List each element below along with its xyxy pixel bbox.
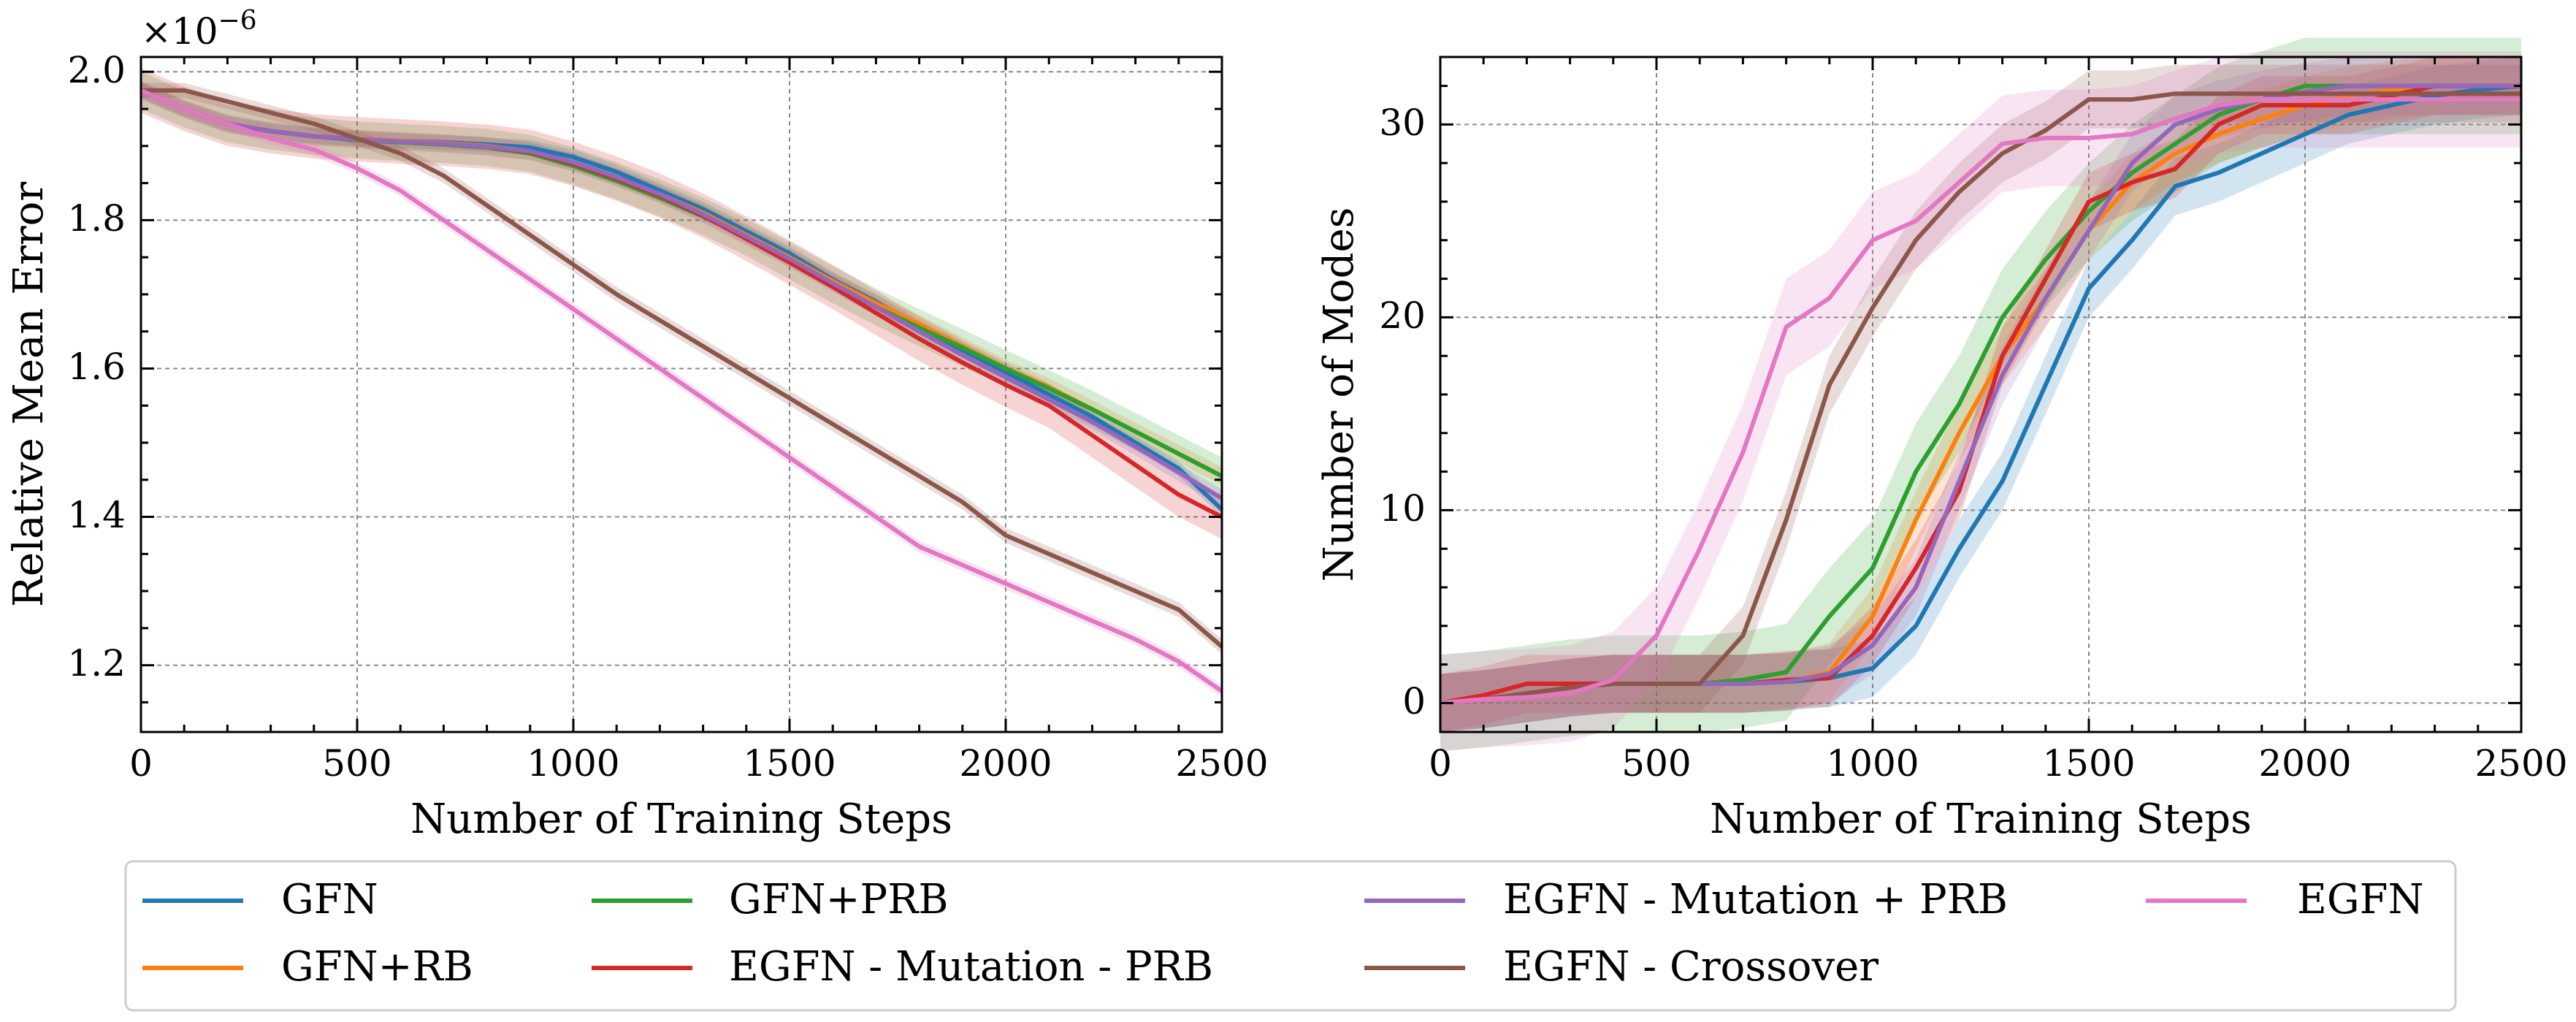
legend-label-gfn: GFN <box>281 876 378 923</box>
legend-entry-gfn-prb: GFN+PRB <box>592 876 949 923</box>
left-tick-x-2: 1000 <box>527 742 619 785</box>
right-tick-x-3: 1500 <box>2042 742 2135 785</box>
right-band-egfn-mutation-prb <box>1440 57 2521 732</box>
legend-label-egfn-mutation-minus-prb: EGFN - Mutation - PRB <box>729 943 1213 991</box>
left-tick-y-1: 1.4 <box>67 494 126 536</box>
legend-entry-egfn-mutation-plus-prb: EGFN - Mutation + PRB <box>1364 876 2008 923</box>
left-tick-x-4: 2000 <box>959 742 1052 785</box>
right-tick-x-0: 0 <box>1429 742 1452 785</box>
left-tick-x-3: 1500 <box>743 742 836 785</box>
legend-entry-egfn-mutation-minus-prb: EGFN - Mutation - PRB <box>592 943 1213 991</box>
right-tick-x-2: 1000 <box>1826 742 1919 785</box>
right-x-axis-label: Number of Training Steps <box>1710 796 2252 843</box>
left-ticks <box>139 57 1223 732</box>
left-band-egfn <box>141 84 1222 698</box>
right-tick-x-5: 2500 <box>2474 742 2567 785</box>
left-tick-y-4: 2.0 <box>67 49 126 91</box>
right-tick-x-4: 2000 <box>2258 742 2351 785</box>
left-tick-x-0: 0 <box>129 742 153 785</box>
left-band-egfn-mutation-plus-prb <box>141 81 1222 508</box>
right-tick-x-1: 500 <box>1621 742 1691 785</box>
right-band-egfn <box>1440 51 2521 752</box>
left-tick-x-5: 2500 <box>1175 742 1268 785</box>
left-tick-y-3: 1.8 <box>67 197 126 240</box>
legend-label-egfn-crossover: EGFN - Crossover <box>1503 943 1879 991</box>
left-series-lines <box>139 88 1224 693</box>
right-ticks <box>1439 57 2523 732</box>
left-x-axis-label: Number of Training Steps <box>410 796 952 843</box>
left-tick-y-0: 1.2 <box>67 642 126 684</box>
left-chart: 0 500 1000 1500 2000 2500 1.2 1.4 1.6 1.… <box>5 6 1269 843</box>
right-band-gfn <box>1440 57 2521 732</box>
right-tick-y-2: 20 <box>1379 294 1426 337</box>
left-line-egfn-mutation-plus-prb <box>139 88 1223 500</box>
legend-label-gfn-rb: GFN+RB <box>281 943 473 991</box>
legend-label-egfn: EGFN <box>2297 876 2423 923</box>
right-tick-y-3: 30 <box>1379 102 1426 144</box>
right-y-axis-label: Number of Modes <box>1315 207 1363 582</box>
left-exponent-label: ×10−6 <box>141 6 257 53</box>
right-line-egfn-crossover <box>1440 91 2521 706</box>
right-tick-y-1: 10 <box>1379 487 1426 530</box>
left-tick-y-2: 1.6 <box>67 346 126 388</box>
legend-label-gfn-prb: GFN+PRB <box>729 876 949 923</box>
left-line-egfn <box>139 88 1223 693</box>
right-line-egfn <box>1440 97 2521 706</box>
left-line-egfn-crossover <box>141 88 1223 649</box>
left-y-axis-label: Relative Mean Error <box>5 182 53 607</box>
left-tick-x-1: 500 <box>322 742 391 785</box>
left-gridlines <box>141 57 1222 732</box>
right-band-egfn-crossover <box>1440 64 2521 733</box>
right-tick-y-0: 0 <box>1402 680 1426 722</box>
legend-label-egfn-mutation-plus-prb: EGFN - Mutation + PRB <box>1503 876 2008 923</box>
legend-entry-gfn: GFN <box>142 876 378 923</box>
legend-frame <box>124 860 2457 1012</box>
left-band-egfn-mutation-prb <box>141 68 1222 539</box>
legend-entry-gfn-rb: GFN+RB <box>142 943 473 991</box>
legend: GFN GFN+RB GFN+PRB EGFN - Mutation - PRB… <box>124 860 2457 1012</box>
right-chart: 0 500 1000 1500 2000 2500 0 10 20 30 Num… <box>1315 37 2568 843</box>
left-band-gfn-plus-rb <box>141 81 1222 485</box>
legend-entry-egfn: EGFN <box>2146 876 2423 923</box>
left-plot-frame <box>139 56 1223 733</box>
legend-entry-egfn-crossover: EGFN - Crossover <box>1364 943 1879 991</box>
left-band-gfn-plus-prb <box>141 72 1222 495</box>
right-band-egfn-mutation-plus-prb <box>1440 57 2521 732</box>
right-series-lines <box>1440 83 2522 706</box>
